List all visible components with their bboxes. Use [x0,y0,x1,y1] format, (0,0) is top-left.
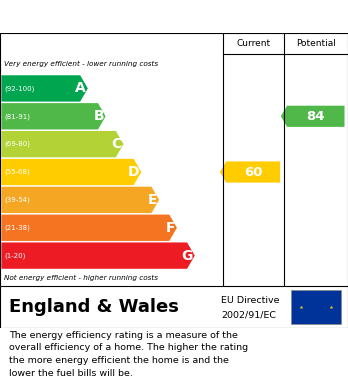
Text: (81-91): (81-91) [5,113,31,120]
Text: 2002/91/EC: 2002/91/EC [221,311,276,320]
Text: (55-68): (55-68) [5,169,31,175]
Polygon shape [1,131,124,157]
Text: (21-38): (21-38) [5,224,31,231]
Text: (39-54): (39-54) [5,197,31,203]
Text: Energy Efficiency Rating: Energy Efficiency Rating [9,9,230,24]
Text: (92-100): (92-100) [5,85,35,91]
Text: The energy efficiency rating is a measure of the
overall efficiency of a home. T: The energy efficiency rating is a measur… [9,330,248,378]
Text: C: C [111,137,122,151]
Text: Current: Current [236,39,270,48]
Text: (69-80): (69-80) [5,141,31,147]
Text: G: G [182,249,193,263]
Text: England & Wales: England & Wales [9,298,179,316]
Text: EU Directive: EU Directive [221,296,279,305]
Polygon shape [1,215,177,241]
Text: Very energy efficient - lower running costs: Very energy efficient - lower running co… [4,61,158,67]
Text: 60: 60 [244,165,262,179]
Text: 84: 84 [307,110,325,123]
Polygon shape [1,75,88,102]
Polygon shape [1,103,106,129]
Text: F: F [166,221,175,235]
Polygon shape [1,187,159,213]
Polygon shape [220,161,280,183]
Polygon shape [281,106,345,127]
Text: D: D [128,165,140,179]
Text: B: B [93,109,104,123]
Text: A: A [76,81,86,95]
Text: Not energy efficient - higher running costs: Not energy efficient - higher running co… [4,275,158,281]
Polygon shape [1,242,195,269]
Polygon shape [1,159,141,185]
Text: E: E [148,193,157,207]
Bar [291,290,341,324]
Text: Potential: Potential [296,39,336,48]
Text: (1-20): (1-20) [5,252,26,259]
